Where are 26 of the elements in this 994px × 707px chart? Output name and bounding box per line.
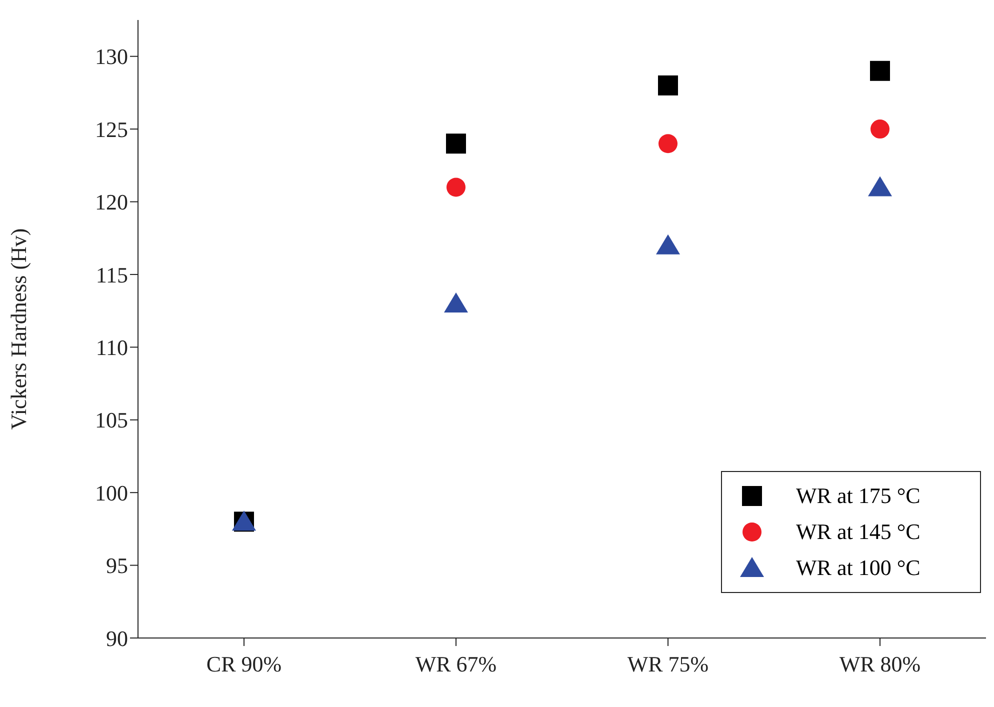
point	[446, 178, 466, 197]
y-tick-label: 130	[95, 44, 128, 70]
x-tick-label: WR 80%	[839, 652, 921, 677]
y-tick-label: 110	[96, 334, 128, 360]
point	[446, 134, 466, 154]
x-tick-label: WR 75%	[627, 652, 709, 677]
point	[870, 120, 890, 139]
point	[870, 60, 890, 81]
x-tick-label: CR 90%	[206, 652, 282, 677]
x-tick-label: WR 67%	[415, 652, 497, 677]
y-tick-label: 95	[106, 553, 128, 578]
y-tick-label: 105	[95, 408, 128, 433]
legend-label: WR at 145 °C	[796, 519, 920, 545]
point	[868, 176, 892, 196]
legend-label: WR at 175 °C	[796, 483, 920, 509]
y-tick-label: 115	[96, 262, 128, 288]
point	[444, 292, 468, 313]
point	[658, 75, 678, 96]
y-tick-label: 120	[95, 190, 128, 215]
y-tick-label: 125	[95, 116, 128, 142]
legend-label: WR at 100 °C	[796, 555, 920, 581]
y-tick-label: 90	[106, 626, 128, 651]
point	[656, 234, 680, 254]
y-axis-title: Vickers Hardness (Hv)	[6, 228, 31, 430]
point	[658, 134, 678, 154]
y-tick-label: 100	[95, 480, 128, 506]
